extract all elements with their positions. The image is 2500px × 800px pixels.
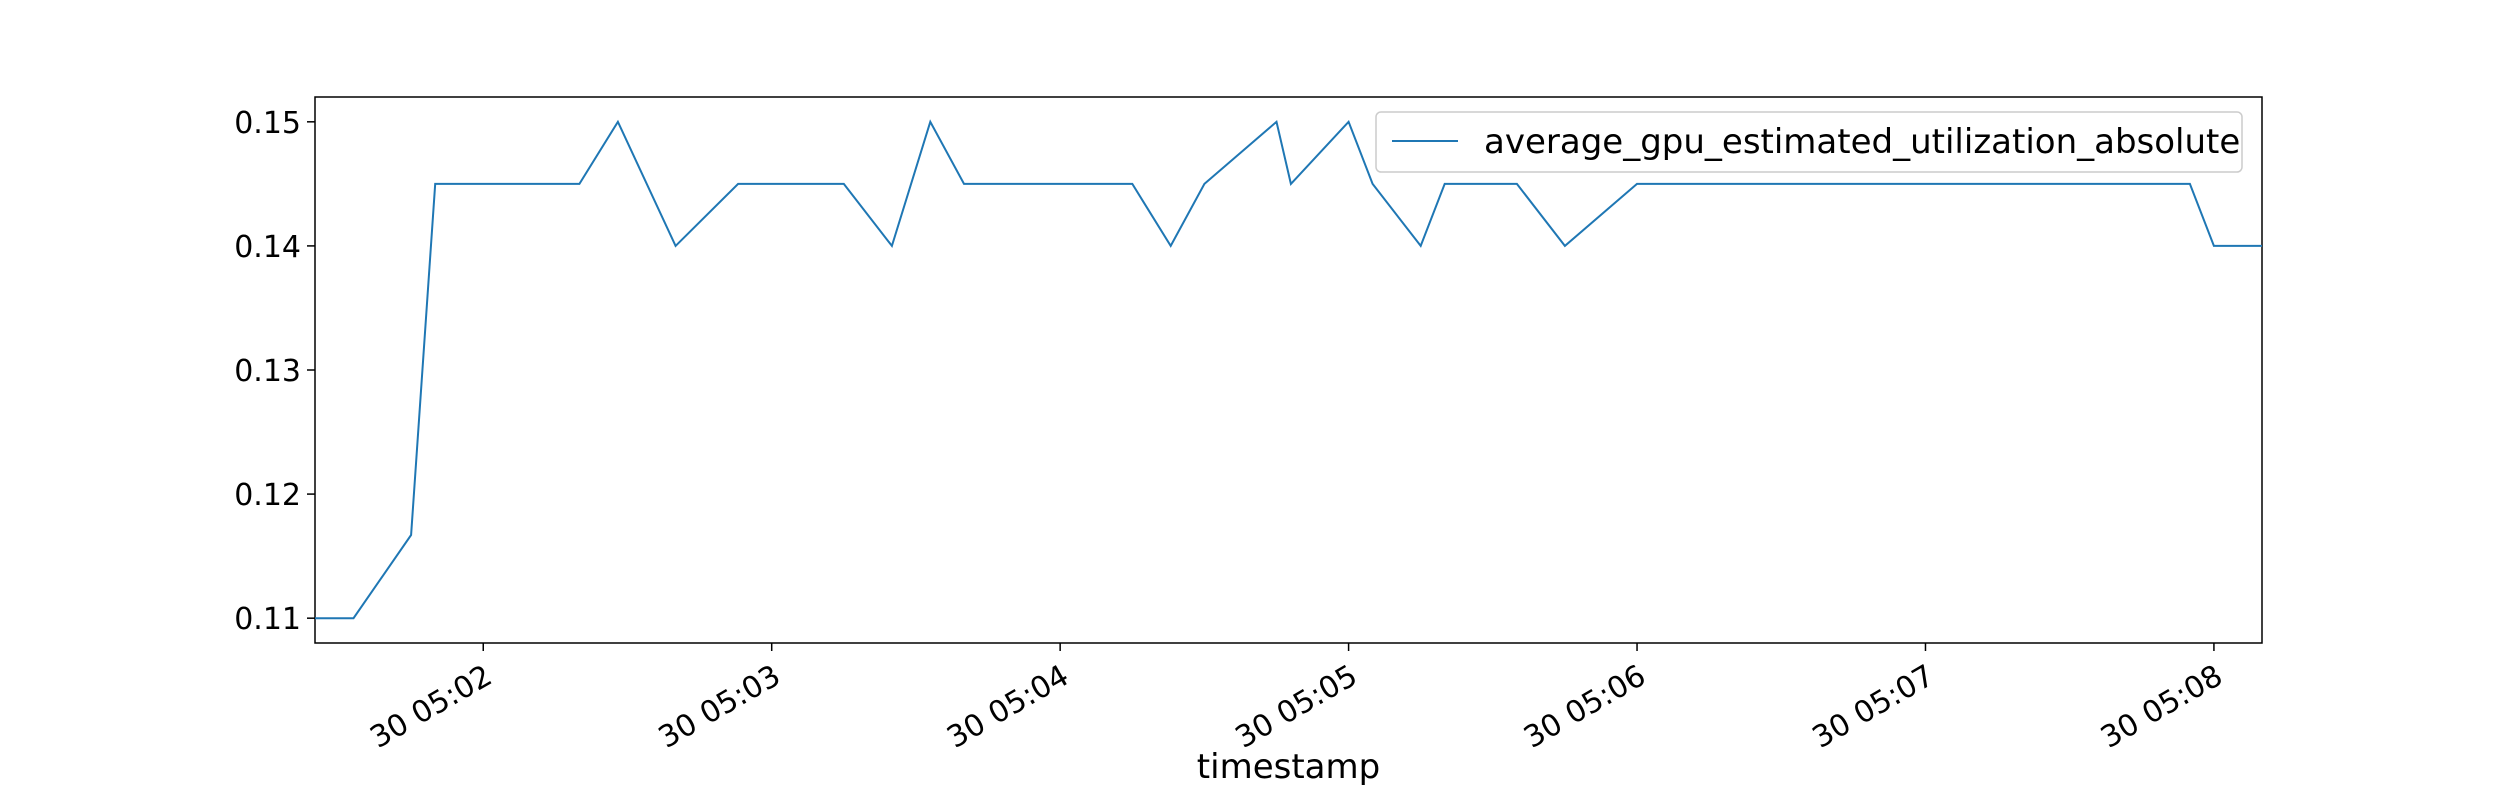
y-tick-label: 0.13 bbox=[234, 354, 301, 389]
y-tick-label: 0.11 bbox=[234, 602, 301, 637]
x-tick-label: 30 05:06 bbox=[1518, 658, 1652, 755]
plot-area bbox=[314, 96, 2263, 644]
x-axis: 30 05:02 30 05:03 30 05:04 30 05:05 30 05:06… bbox=[364, 643, 2229, 756]
y-tick-label: 0.14 bbox=[234, 230, 301, 265]
y-tick-label: 0.12 bbox=[234, 478, 301, 513]
legend-box bbox=[1375, 111, 2243, 173]
x-tick-label: 30 05:07 bbox=[1807, 658, 1941, 755]
x-axis-label: timestamp bbox=[1197, 747, 1380, 787]
series-layer bbox=[315, 119, 2262, 620]
x-tick-label: 30 05:05 bbox=[1230, 658, 1364, 755]
x-tick-label: 30 05:08 bbox=[2095, 658, 2229, 755]
y-tick-label: 0.15 bbox=[234, 106, 301, 141]
x-tick-label: 30 05:02 bbox=[364, 658, 498, 755]
series-line bbox=[315, 119, 2262, 620]
y-axis: 0.11 0.12 0.13 0.14 0.15 bbox=[234, 106, 315, 637]
x-tick-label: 30 05:04 bbox=[941, 658, 1075, 755]
legend: average_gpu_estimated_utilization_absolu… bbox=[1375, 111, 2243, 173]
axes-frame bbox=[314, 96, 2263, 644]
legend-label: average_gpu_estimated_utilization_absolu… bbox=[1484, 122, 2240, 162]
x-tick-label: 30 05:03 bbox=[653, 658, 787, 755]
